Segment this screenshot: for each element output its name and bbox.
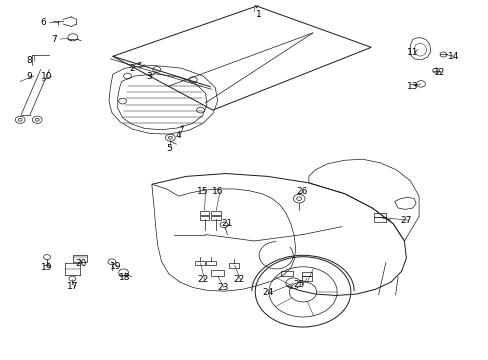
Text: 16: 16 (211, 187, 223, 196)
Bar (373, 217, 385, 222)
Bar (373, 213, 385, 217)
Text: 9: 9 (26, 72, 32, 81)
Text: 2: 2 (129, 64, 135, 73)
Text: 3: 3 (146, 72, 152, 81)
Text: 17: 17 (67, 282, 79, 291)
Text: 4: 4 (176, 131, 181, 140)
Text: 20: 20 (75, 259, 87, 268)
Bar (211, 270, 223, 276)
Bar (211, 211, 221, 215)
Text: 18: 18 (119, 273, 130, 282)
Text: 5: 5 (166, 144, 171, 153)
Text: 19: 19 (109, 262, 121, 271)
Text: 22: 22 (197, 275, 208, 284)
Text: 12: 12 (433, 68, 444, 77)
Text: 19: 19 (41, 264, 53, 273)
Bar (206, 261, 216, 265)
Bar (302, 272, 311, 276)
Text: 24: 24 (262, 288, 273, 297)
Text: 22: 22 (233, 275, 244, 284)
Text: 14: 14 (447, 52, 458, 61)
Text: 15: 15 (197, 187, 208, 196)
Text: 25: 25 (293, 280, 304, 289)
Text: 1: 1 (256, 10, 262, 19)
Text: 8: 8 (26, 57, 32, 66)
Text: 27: 27 (400, 216, 411, 225)
Text: 6: 6 (41, 18, 46, 27)
Bar (302, 276, 311, 281)
Text: 7: 7 (51, 35, 57, 44)
Bar (228, 263, 238, 267)
Text: 11: 11 (406, 48, 418, 57)
Bar (199, 216, 209, 220)
Bar (199, 211, 209, 215)
Bar (281, 271, 293, 276)
Text: 13: 13 (406, 82, 418, 91)
Text: 23: 23 (216, 283, 228, 292)
Bar (194, 261, 204, 265)
Bar (211, 216, 221, 220)
Text: 26: 26 (296, 187, 307, 196)
Text: 21: 21 (221, 219, 233, 228)
Text: 10: 10 (41, 72, 53, 81)
Bar (73, 255, 86, 262)
